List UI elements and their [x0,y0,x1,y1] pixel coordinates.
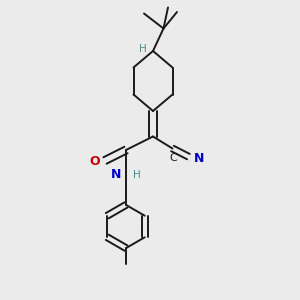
Text: N: N [111,168,122,182]
Text: C: C [169,153,177,163]
Text: H: H [133,170,140,180]
Text: H: H [139,44,146,55]
Text: O: O [90,155,101,169]
Text: N: N [194,152,204,165]
